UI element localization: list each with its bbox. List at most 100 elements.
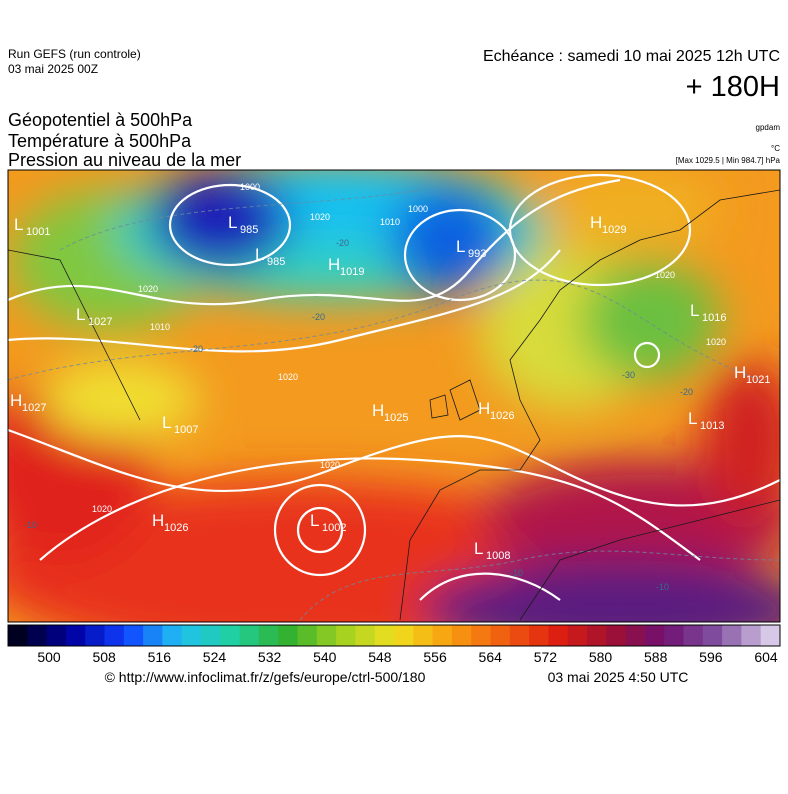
- colorbar-frame: [7, 624, 781, 647]
- pressure-value: 985: [267, 256, 285, 268]
- color-swatch: [490, 625, 511, 646]
- pressure-value: 985: [240, 224, 258, 236]
- pressure-value: 1026: [490, 410, 514, 422]
- color-swatch: [355, 625, 376, 646]
- color-swatch: [702, 625, 723, 646]
- colorbar-label: 596: [699, 649, 723, 665]
- color-swatch: [374, 625, 395, 646]
- color-swatch: [451, 625, 472, 646]
- pressure-value: 1026: [164, 522, 188, 534]
- temperature-label: -20: [680, 387, 693, 397]
- pressure-value: 1027: [88, 316, 112, 328]
- colorbar-label: 556: [423, 649, 447, 665]
- color-swatch: [258, 625, 279, 646]
- temperature-label: -30: [622, 370, 635, 380]
- color-swatch: [8, 625, 28, 646]
- generated: 03 mai 2025 4:50 UTC: [548, 669, 689, 685]
- color-swatch: [316, 625, 337, 646]
- pressure-center: H: [734, 363, 746, 382]
- color-swatch: [625, 625, 646, 646]
- color-swatch: [27, 625, 48, 646]
- color-swatch: [548, 625, 569, 646]
- colorbar-label: 508: [92, 649, 116, 665]
- pressure-value: 1007: [174, 424, 198, 436]
- temperature-label: -20: [312, 312, 325, 322]
- color-swatch: [471, 625, 491, 646]
- color-swatch: [239, 625, 260, 646]
- color-swatch: [85, 625, 105, 646]
- title: Pression au niveau de la mer: [8, 150, 241, 170]
- isobar-label: 1020: [92, 504, 112, 514]
- color-swatch: [432, 625, 453, 646]
- colorbar: 500 508 516 524 532 540 548 556 564 572 580 588 596 6…: [7, 624, 781, 665]
- temperature-label: -10: [24, 520, 37, 530]
- pressure-value: 1013: [700, 420, 724, 432]
- color-swatch: [760, 625, 781, 646]
- map-frame: [7, 169, 781, 623]
- isobar-label: 1020: [138, 284, 158, 294]
- color-swatch: [123, 625, 144, 646]
- source: © http://www.infoclimat.fr/z/gefs/europe…: [105, 669, 426, 685]
- isobar-label: 1020: [278, 372, 298, 382]
- pressure-value: 1027: [22, 402, 46, 414]
- color-swatch: [664, 625, 684, 646]
- colorbar-label: 516: [148, 649, 172, 665]
- isobar-label: 1020: [310, 212, 330, 222]
- pressure-center: H: [478, 399, 490, 418]
- color-swatch: [162, 625, 183, 646]
- lead-time: + 180H: [686, 71, 780, 103]
- run: Run GEFS (run controle): [8, 47, 141, 61]
- isobar-label: 1010: [150, 322, 170, 332]
- color-swatch: [104, 625, 125, 646]
- color-swatch: [143, 625, 163, 646]
- pressure-value: 993: [468, 248, 486, 260]
- temperature-label: -20: [336, 238, 349, 248]
- color-swatch: [683, 625, 704, 646]
- colorbar-label: 548: [368, 649, 392, 665]
- color-swatch: [606, 625, 627, 646]
- pressure-center: H: [328, 255, 340, 274]
- pressure-center: L: [228, 213, 237, 232]
- pressure-center: L: [474, 539, 483, 558]
- unit: gpdam: [756, 123, 781, 132]
- colorbar-label: 580: [589, 649, 613, 665]
- temperature-label: -10: [656, 582, 669, 592]
- title: Température à 500hPa: [8, 131, 192, 151]
- color-swatch: [46, 625, 67, 646]
- colorbar-label: 524: [203, 649, 227, 665]
- pressure-value: 1008: [486, 550, 510, 562]
- pressure-center: L: [255, 245, 264, 264]
- colorbar-label: 500: [37, 649, 61, 665]
- color-swatch: [336, 625, 356, 646]
- pressure-center: H: [590, 213, 602, 232]
- color-swatch: [567, 625, 588, 646]
- title: Géopotentiel à 500hPa: [8, 110, 193, 130]
- pressure-value: 1016: [702, 312, 726, 324]
- color-swatch: [413, 625, 434, 646]
- pressure-center: L: [310, 511, 319, 530]
- pressure-center: L: [688, 409, 697, 428]
- pressure-value: 1019: [340, 266, 364, 278]
- run-date: 03 mai 2025 00Z: [8, 62, 98, 76]
- isobar-label: 1010: [380, 217, 400, 227]
- isobar-label: 1020: [706, 337, 726, 347]
- temperature-label: -20: [190, 344, 203, 354]
- color-swatch: [297, 625, 318, 646]
- pressure-value: 1021: [746, 374, 770, 386]
- pressure-center: L: [690, 301, 699, 320]
- pressure-center: L: [456, 237, 465, 256]
- isobar-label: 1020: [655, 270, 675, 280]
- pressure-value: 1002: [322, 522, 346, 534]
- pressure-center: H: [10, 391, 22, 410]
- color-swatch: [220, 625, 241, 646]
- unit: °C: [771, 144, 780, 153]
- map: [8, 170, 780, 622]
- color-swatch: [529, 625, 549, 646]
- isobar-label: 1000: [240, 182, 260, 192]
- color-swatch: [394, 625, 414, 646]
- isobar-label: 1020: [320, 460, 340, 470]
- color-swatch: [741, 625, 762, 646]
- valid-time: Echéance : samedi 10 mai 2025 12h UTC: [483, 48, 780, 65]
